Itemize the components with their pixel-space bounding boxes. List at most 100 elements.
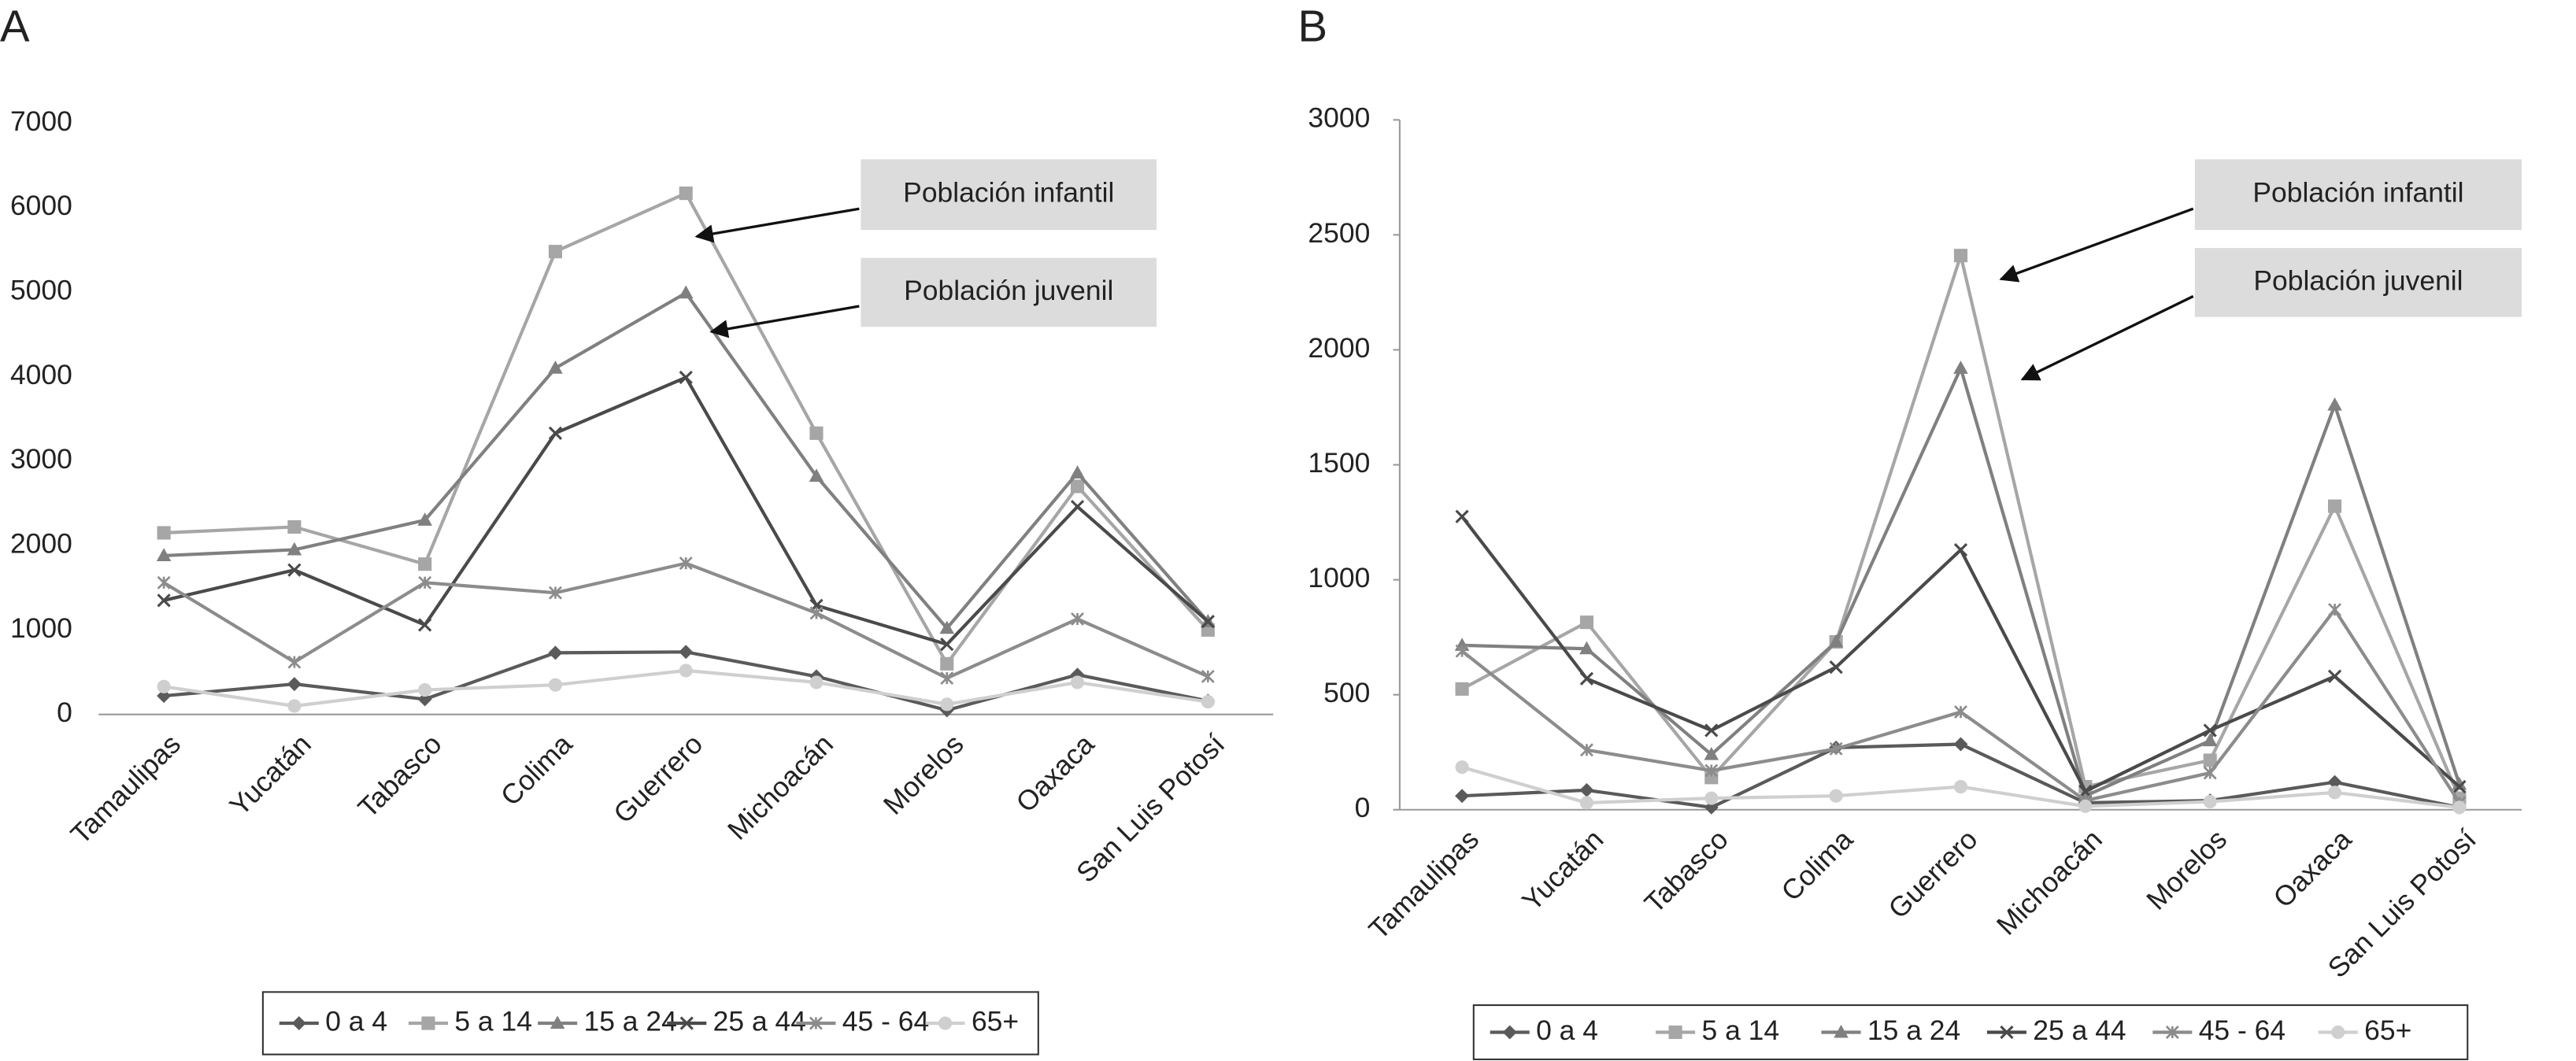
marker <box>2203 723 2217 738</box>
marker <box>156 548 172 562</box>
annotation: Población juvenil <box>904 275 1113 306</box>
marker <box>1579 743 1593 757</box>
annotation: Población infantil <box>903 177 1114 209</box>
annotation-arrow <box>1999 207 2194 283</box>
y-tick-label: 2000 <box>10 527 72 559</box>
marker <box>418 683 432 697</box>
legend-label: 45 - 64 <box>2199 1015 2285 1046</box>
legend-box <box>1472 1004 2469 1060</box>
y-tick-label: 4000 <box>10 359 72 390</box>
marker <box>548 245 563 259</box>
series-line <box>1462 363 2461 799</box>
marker <box>418 575 432 590</box>
x-tick-label: Oaxaca <box>2267 823 2358 914</box>
marker <box>809 1016 823 1030</box>
marker <box>1455 760 1469 774</box>
marker <box>2452 779 2467 794</box>
legend-label: 25 a 44 <box>2033 1015 2126 1046</box>
marker <box>157 526 171 540</box>
marker <box>1201 669 1215 683</box>
x-tick-label: Tamaulipas <box>1363 823 1485 945</box>
marker <box>940 697 954 712</box>
y-tick-label: 1000 <box>1308 562 1370 593</box>
marker <box>1071 612 1085 626</box>
marker <box>2202 733 2218 747</box>
marker <box>2203 753 2217 767</box>
marker <box>548 645 563 660</box>
annotation-box <box>861 159 1157 231</box>
y-tick-label: 1000 <box>10 612 72 644</box>
marker <box>1455 789 1470 804</box>
annotation-arrow <box>2020 294 2194 381</box>
legend-label: 15 a 24 <box>584 1005 677 1037</box>
marker <box>157 689 172 704</box>
marker <box>1455 644 1469 658</box>
marker <box>1829 660 1843 675</box>
y-tick-label: 0 <box>1355 792 1371 823</box>
marker <box>157 575 171 590</box>
x-tick-label: Yucatán <box>224 728 317 822</box>
panel-title: A <box>0 1 30 50</box>
marker <box>548 360 563 374</box>
marker <box>2328 499 2342 513</box>
annotation-box <box>2194 159 2522 231</box>
marker <box>1704 800 1719 815</box>
annotation: Población infantil <box>2252 177 2463 209</box>
marker <box>1071 479 1085 494</box>
legend-box <box>261 991 1039 1055</box>
marker <box>679 370 693 385</box>
marker <box>1704 763 1719 778</box>
marker <box>287 655 302 669</box>
legend-label: 25 a 44 <box>713 1005 806 1037</box>
marker <box>679 664 693 678</box>
x-tick-label: Morelos <box>877 728 969 820</box>
marker <box>809 468 824 482</box>
marker <box>940 656 954 671</box>
marker <box>417 512 432 526</box>
marker <box>679 187 693 201</box>
legend-label: 65+ <box>972 1005 1019 1037</box>
y-tick-label: 6000 <box>10 190 72 221</box>
marker <box>287 519 302 534</box>
y-tick-label: 7000 <box>10 105 72 137</box>
y-tick-label: 2000 <box>1308 332 1370 364</box>
marker <box>679 556 693 571</box>
x-tick-label: Colima <box>494 728 579 812</box>
marker <box>1704 723 1719 738</box>
marker <box>291 1016 306 1030</box>
marker <box>1704 746 1719 760</box>
marker <box>1502 1025 1517 1040</box>
annotation-arrow <box>709 305 860 338</box>
marker <box>1579 641 1594 655</box>
marker <box>679 645 694 660</box>
marker <box>1455 509 1469 523</box>
marker <box>287 699 302 713</box>
series-line <box>164 290 1209 631</box>
marker <box>421 1016 435 1030</box>
marker <box>679 1016 694 1030</box>
marker <box>1834 1024 1849 1038</box>
legend-label: 0 a 4 <box>1536 1015 1598 1046</box>
marker <box>1668 1025 1682 1040</box>
annotation-box <box>2194 248 2522 317</box>
x-tick-label: Tabasco <box>352 728 448 824</box>
marker <box>548 586 562 600</box>
panel-title: B <box>1298 1 1328 50</box>
marker <box>1954 705 1967 719</box>
marker <box>2000 1025 2014 1040</box>
x-tick-label: Oaxaca <box>1010 728 1101 819</box>
marker <box>809 675 824 689</box>
y-tick-label: 2500 <box>1308 217 1370 249</box>
marker <box>809 426 824 440</box>
legend-label: 15 a 24 <box>1867 1015 1960 1046</box>
marker <box>1953 543 1968 557</box>
marker <box>1828 634 1844 648</box>
marker <box>2328 603 2342 617</box>
marker <box>2327 669 2342 683</box>
marker <box>1070 500 1085 514</box>
x-tick-label: Guerrero <box>1882 823 1984 925</box>
marker <box>1704 791 1719 805</box>
marker <box>1201 615 1215 629</box>
marker <box>940 671 954 686</box>
y-tick-label: 3000 <box>1308 102 1370 134</box>
